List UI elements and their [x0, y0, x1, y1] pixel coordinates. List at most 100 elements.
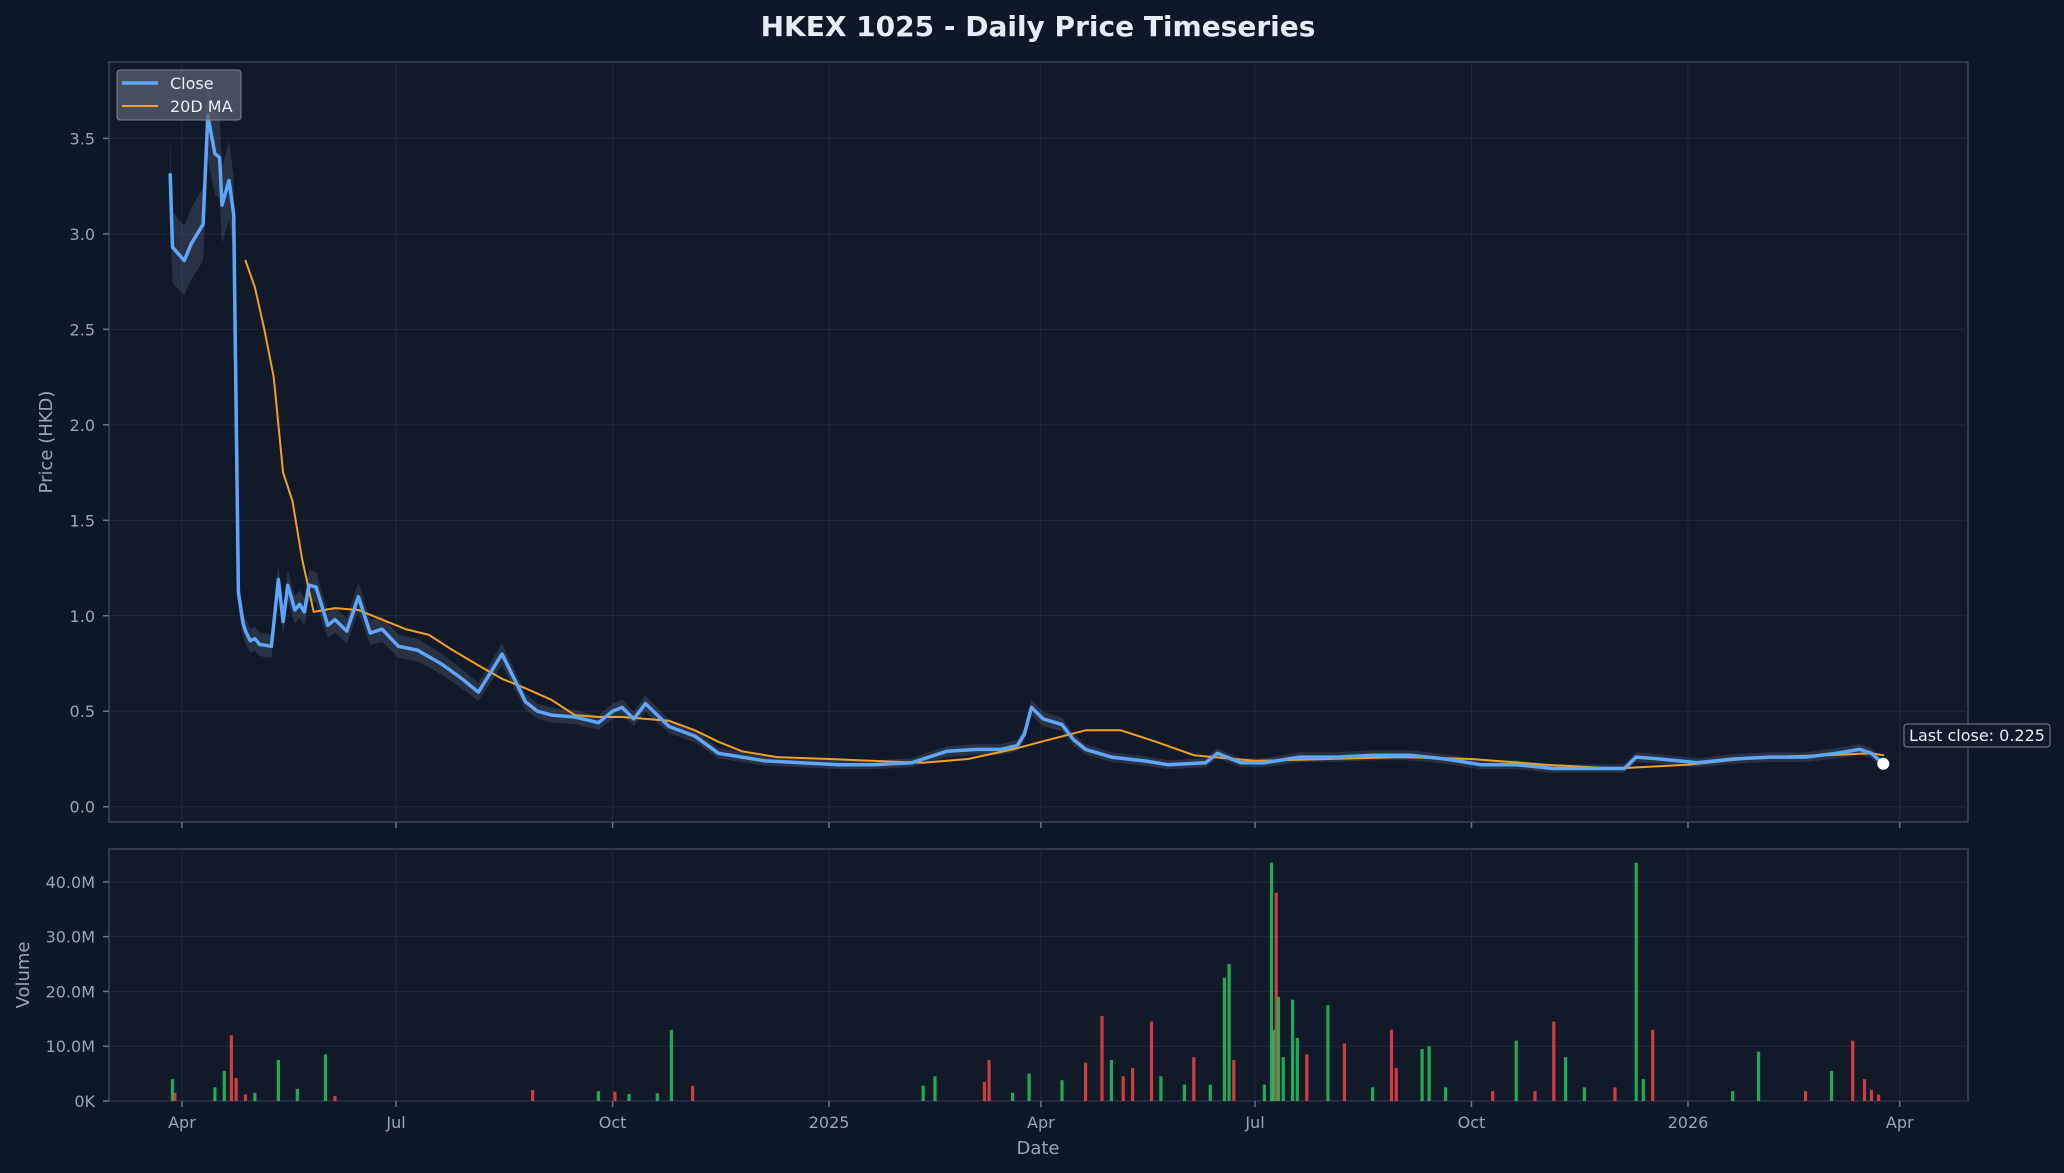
volume-bar: [323, 1054, 328, 1101]
volume-bar: [1262, 1084, 1266, 1101]
volume-bar: [1131, 1068, 1135, 1101]
volume-bar: [222, 1070, 226, 1101]
volume-bar: [1227, 964, 1231, 1101]
volume-bar: [1182, 1084, 1186, 1101]
price-y-tick-label: 1.5: [70, 511, 95, 530]
price-y-tick-label: 2.0: [70, 416, 95, 435]
volume-bar: [1491, 1091, 1495, 1101]
volume-bar: [1100, 1016, 1104, 1101]
volume-bar: [1829, 1070, 1834, 1101]
price-y-tick-label: 0.5: [70, 702, 95, 721]
volume-bar: [1869, 1090, 1874, 1101]
last-close-box: [1903, 723, 2051, 748]
chart-title: HKEX 1025 - Daily Price Timeseries: [761, 10, 1316, 43]
volume-bar: [1326, 1005, 1330, 1101]
volume-bar: [1651, 1029, 1655, 1101]
volume-panel: [108, 848, 1969, 1102]
legend-close-label: Close: [170, 74, 214, 93]
volume-bar: [1232, 1059, 1236, 1101]
volume-bar: [1011, 1092, 1015, 1101]
x-tick-label: Jul: [385, 1113, 405, 1132]
volume-bar: [1804, 1091, 1808, 1101]
volume-bar: [1291, 999, 1295, 1101]
volume-bar: [1276, 996, 1281, 1101]
volume-bar: [234, 1078, 238, 1101]
volume-bar: [921, 1085, 925, 1101]
volume-bar: [1533, 1091, 1537, 1101]
volume-bar: [1427, 1046, 1431, 1101]
volume-bar: [987, 1059, 991, 1101]
x-axis: Apr Jul Oct 2025 Apr Jul Oct 2026 Apr: [168, 822, 1914, 1132]
volume-bar: [1192, 1057, 1196, 1101]
volume-y-axis: 0K 10.0M 20.0M 30.0M 40.0M: [46, 873, 109, 1111]
last-close-marker: [1877, 757, 1890, 770]
close-price-line: [168, 113, 1886, 771]
volume-bar: [1109, 1059, 1113, 1101]
volume-bar: [1305, 1054, 1309, 1101]
volume-bar: [1281, 1057, 1285, 1101]
volume-y-tick-label: 0K: [74, 1092, 95, 1111]
price-y-tick-label: 3.0: [70, 225, 95, 244]
last-close-text: Last close: 0.225: [1909, 726, 2045, 745]
volume-bar: [1862, 1079, 1867, 1101]
volume-bar: [933, 1076, 937, 1101]
volume-bar: [1514, 1040, 1518, 1101]
x-tick-label: 2025: [809, 1113, 850, 1132]
volume-y-tick-label: 20.0M: [46, 982, 95, 1001]
volume-y-label: Volume: [13, 942, 34, 1009]
volume-bar: [1084, 1062, 1088, 1101]
x-tick-label: Jul: [1244, 1113, 1264, 1132]
volume-bar: [1634, 862, 1638, 1101]
volume-bar: [1420, 1049, 1424, 1101]
x-tick-label: Apr: [1027, 1113, 1055, 1132]
price-y-tick-label: 3.5: [70, 129, 95, 148]
volume-bar: [333, 1096, 337, 1101]
volume-bar: [1208, 1084, 1212, 1101]
price-y-tick-label: 0.0: [70, 798, 95, 817]
x-tick-label: 2026: [1668, 1113, 1709, 1132]
price-y-label: Price (HKD): [36, 391, 57, 494]
volume-y-tick-label: 30.0M: [46, 928, 95, 947]
x-tick-label: Apr: [1886, 1113, 1914, 1132]
volume-bar: [173, 1092, 177, 1101]
x-tick-label: Apr: [168, 1113, 196, 1132]
volume-bars: [170, 862, 1881, 1101]
volume-bar: [1149, 1021, 1154, 1101]
volume-bar: [1444, 1087, 1448, 1101]
volume-bar: [1731, 1091, 1735, 1101]
volume-bar: [613, 1091, 617, 1101]
volume-bar: [1641, 1079, 1645, 1101]
moving-average-line: [244, 259, 1885, 770]
volume-bar: [1027, 1073, 1031, 1101]
volume-bar: [1342, 1043, 1346, 1101]
volume-bar: [276, 1059, 280, 1101]
volume-bar: [1121, 1076, 1125, 1101]
volume-bar: [229, 1035, 233, 1101]
price-y-tick-label: 1.0: [70, 607, 95, 626]
volume-bar: [982, 1081, 986, 1101]
last-close-annotation: Last close: 0.225: [1877, 723, 2051, 770]
volume-bar: [1582, 1087, 1586, 1101]
price-gridlines: [109, 62, 1968, 822]
price-series-layer: [168, 72, 1886, 773]
volume-bar: [596, 1091, 601, 1101]
volume-bar: [243, 1094, 248, 1101]
volume-bar: [295, 1088, 299, 1101]
price-y-axis: 0.0 0.5 1.0 1.5 2.0 2.5 3.0 3.5: [70, 129, 109, 817]
volume-bar: [1159, 1076, 1163, 1101]
volume-bar: [1564, 1057, 1568, 1101]
volume-bar: [655, 1093, 659, 1101]
volume-bar: [669, 1029, 673, 1101]
x-tick-label: Oct: [599, 1113, 627, 1132]
volume-bar: [1757, 1051, 1761, 1101]
volume-y-tick-label: 10.0M: [46, 1037, 95, 1056]
volume-bar: [170, 1079, 175, 1101]
volume-bar: [1295, 1038, 1299, 1101]
volume-bar: [1877, 1094, 1881, 1101]
volume-bar: [253, 1092, 257, 1101]
volume-bar: [1060, 1080, 1064, 1101]
volume-bar: [1389, 1029, 1394, 1101]
volume-bar: [531, 1090, 535, 1101]
price-y-tick-label: 2.5: [70, 320, 95, 339]
